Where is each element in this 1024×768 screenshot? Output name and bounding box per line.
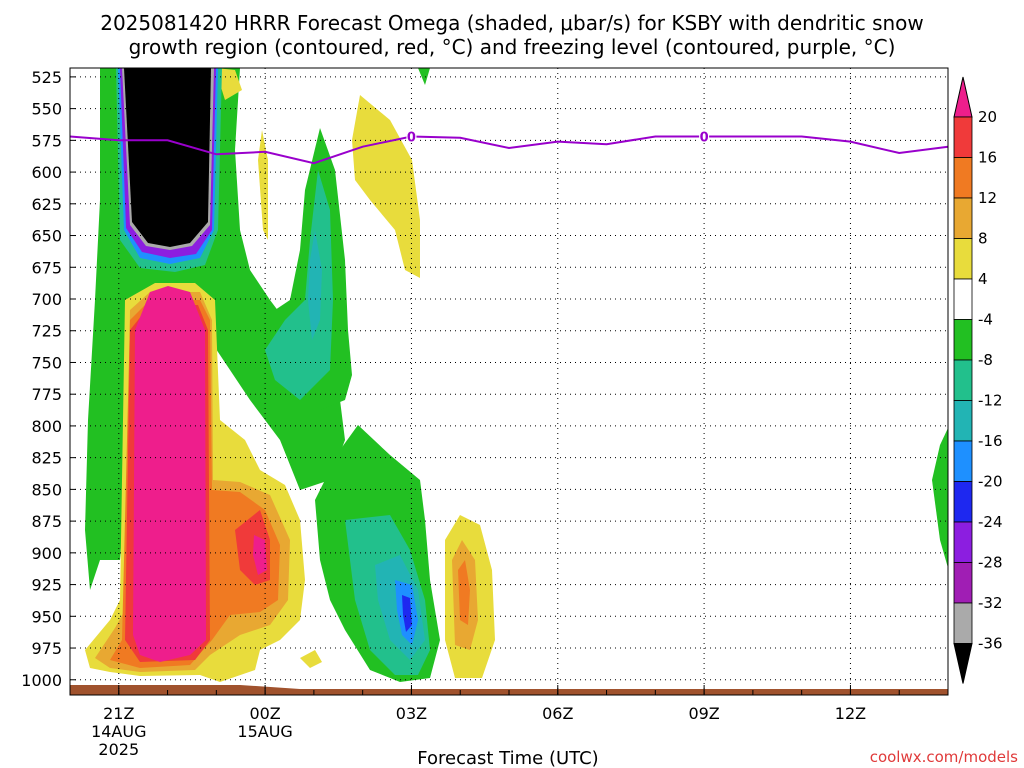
colorbar-label: 4 [978, 270, 988, 288]
y-tick-label: 675 [31, 258, 62, 277]
y-tick-label: 650 [31, 227, 62, 246]
shade-yellow-dot [300, 650, 322, 668]
colorbar-label: -28 [978, 554, 1003, 572]
colorbar-label: -16 [978, 432, 1003, 450]
shade-magenta-blob [253, 535, 267, 575]
x-tick-date: 14AUG [91, 722, 146, 741]
y-tick-label: 975 [31, 639, 62, 658]
x-tick-label: 06Z [542, 704, 573, 723]
y-tick-label: 525 [31, 68, 62, 87]
shade-yellow-upper [352, 95, 420, 278]
colorbar-segment [953, 562, 973, 604]
omega-shading [85, 68, 948, 682]
y-tick-label: 600 [31, 163, 62, 182]
colorbar-segment [953, 116, 973, 158]
freezing-level-label-bg [406, 128, 417, 143]
freezing-level-line [69, 135, 949, 165]
y-tick-label: 750 [31, 353, 62, 372]
shade-red-04z [458, 560, 470, 625]
y-tick-label: 575 [31, 131, 62, 150]
x-tick-label: 09Z [688, 704, 719, 723]
x-tick-label: 12Z [835, 704, 866, 723]
colorbar-segment [953, 157, 973, 199]
colorbar-bottom-arrow [953, 643, 973, 684]
shade-yellow-streak [258, 130, 268, 240]
colorbar-label: 8 [978, 230, 988, 248]
y-tick-label: 700 [31, 290, 62, 309]
x-tick-label: 03Z [396, 704, 427, 723]
y-tick-label: 925 [31, 576, 62, 595]
freezing-level-label: 0 [407, 131, 416, 146]
shade-teal-col [265, 170, 333, 400]
x-axis-label: Forecast Time (UTC) [417, 748, 598, 768]
shade-green-top [418, 68, 430, 85]
colorbar-label: -32 [978, 594, 1003, 612]
x-tick-label: 00Z [249, 704, 280, 723]
colorbar-label: 20 [978, 108, 997, 126]
shade-magenta-main [133, 286, 206, 662]
freezing-level-label: 0 [700, 131, 709, 146]
plot-frame [69, 67, 949, 696]
y-tick-label: 725 [31, 322, 62, 341]
colorbar-segment [953, 481, 973, 523]
colorbar-segment [953, 238, 973, 280]
colorbar-top-arrow [953, 76, 973, 118]
colorbar-segment [953, 278, 973, 320]
colorbar-label: -8 [978, 351, 993, 369]
y-tick-label: 625 [31, 195, 62, 214]
colorbar-label: -36 [978, 635, 1003, 653]
colorbar-label: 12 [978, 189, 997, 207]
colorbar-segment [953, 440, 973, 482]
chart-title-line2: growth region (contoured, red, °C) and f… [129, 35, 896, 59]
y-tick-label: 1000 [21, 671, 62, 690]
shade-deepblue-low [402, 595, 412, 632]
colorbar: 20 16 12 8 4 -4 -8 -12 -16 -20 -24 -28 -32 -36 [953, 76, 1003, 684]
credit-text: coolwx.com/models [870, 748, 1018, 766]
colorbar-segment [953, 602, 973, 644]
y-tick-label: 850 [31, 480, 62, 499]
y-tick-label: 775 [31, 385, 62, 404]
y-tick-label: 875 [31, 512, 62, 531]
colorbar-label: -12 [978, 392, 1003, 410]
y-axis: 525 550 575 600 625 650 675 700 725 750 775 800 825 8… [21, 68, 76, 690]
x-tick-year: 2025 [98, 740, 139, 759]
y-tick-label: 950 [31, 607, 62, 626]
shade-green-right [932, 428, 948, 568]
colorbar-segment [953, 197, 973, 239]
colorbar-label: 16 [978, 149, 997, 167]
y-tick-label: 825 [31, 449, 62, 468]
freezing-level-label-bg [699, 128, 710, 143]
y-tick-label: 550 [31, 100, 62, 119]
shade-black-col-top [124, 68, 211, 247]
x-tick-label: 21Z [103, 704, 134, 723]
y-tick-label: 900 [31, 544, 62, 563]
colorbar-label: -4 [978, 311, 993, 329]
colorbar-segment [953, 359, 973, 401]
y-tick-label: 800 [31, 417, 62, 436]
colorbar-segment [953, 521, 973, 563]
colorbar-label: -20 [978, 473, 1003, 491]
colorbar-segment [953, 319, 973, 361]
x-tick-date: 15AUG [237, 722, 292, 741]
colorbar-label: -24 [978, 513, 1003, 531]
shade-cyan-col [308, 230, 322, 340]
colorbar-segment [953, 400, 973, 442]
chart-title-line1: 2025081420 HRRR Forecast Omega (shaded, … [100, 11, 924, 35]
